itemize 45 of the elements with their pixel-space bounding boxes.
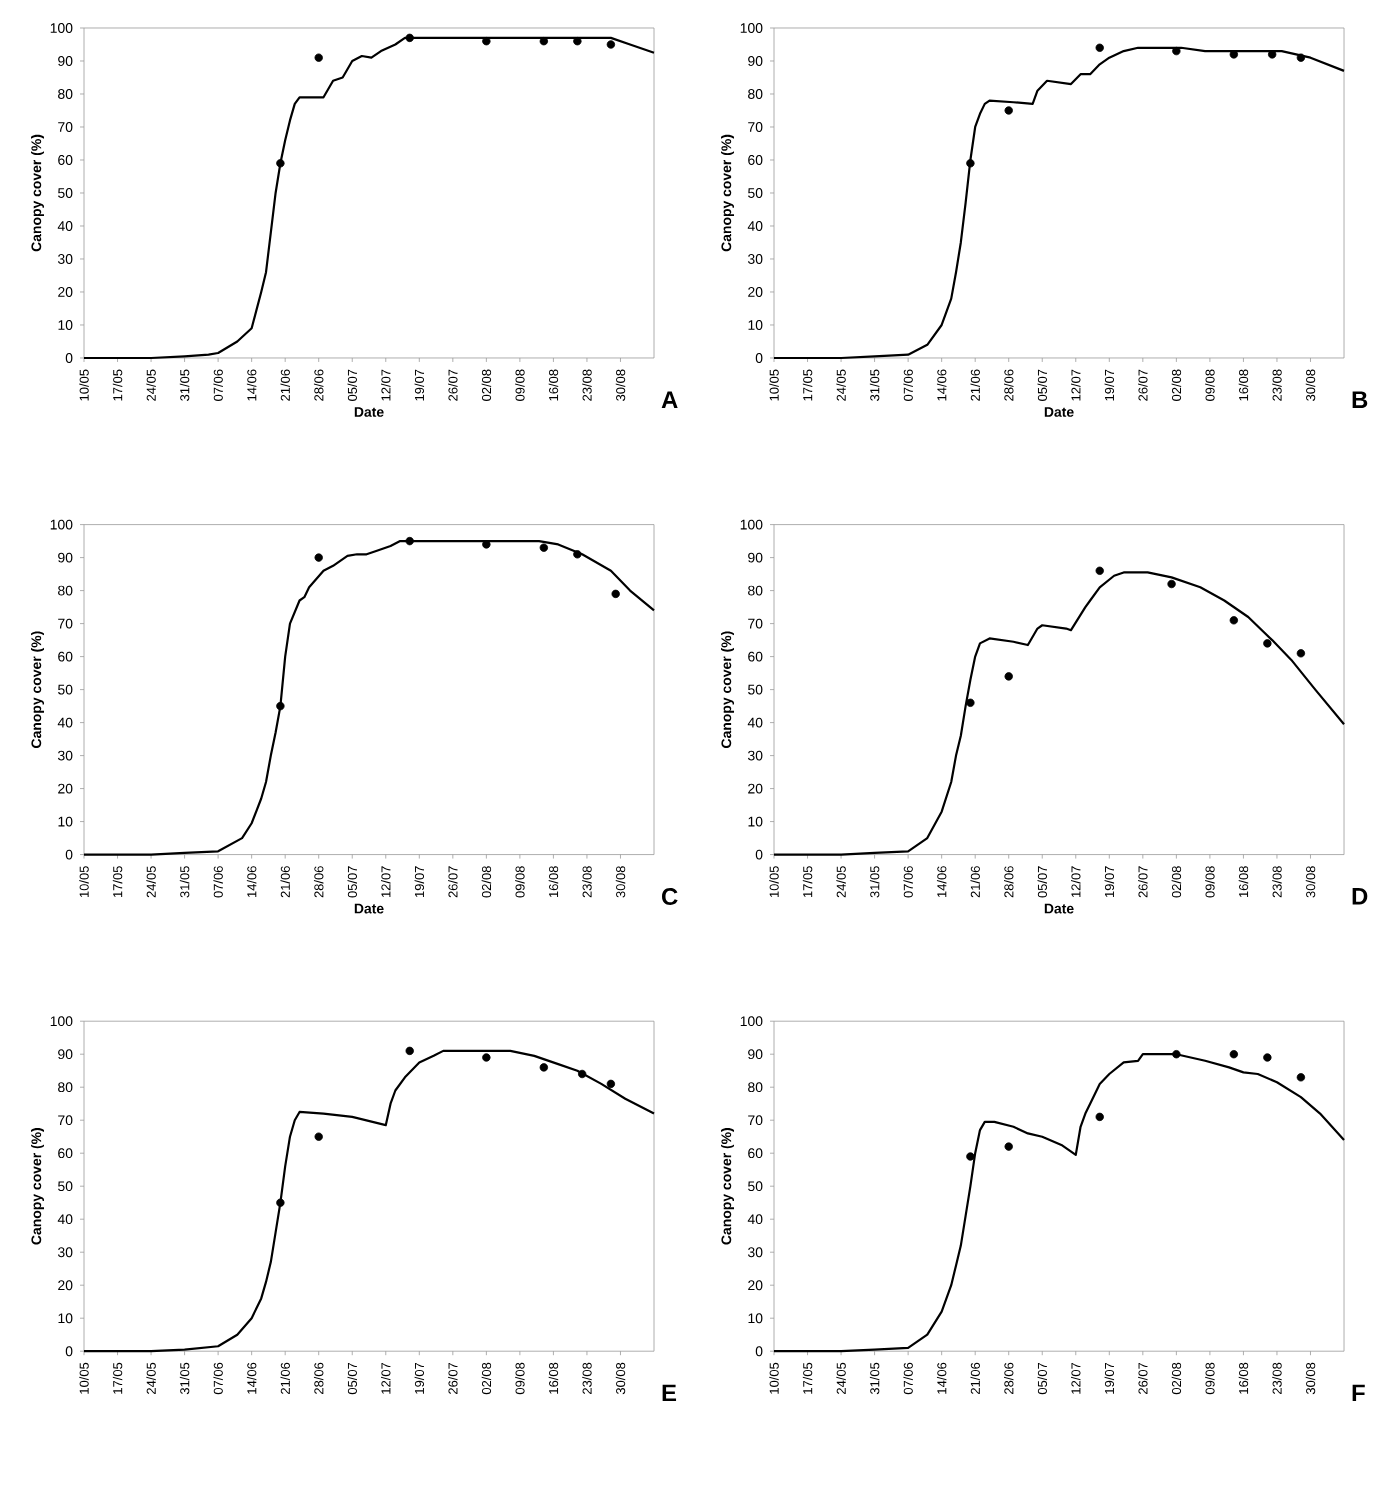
point xyxy=(314,1132,323,1141)
point xyxy=(1004,672,1013,681)
point xyxy=(539,37,549,46)
point xyxy=(1095,566,1104,575)
point xyxy=(573,550,582,559)
point xyxy=(606,1079,616,1089)
text: D xyxy=(1352,888,1368,905)
point xyxy=(1004,106,1013,115)
point xyxy=(1167,579,1176,589)
text: F xyxy=(1352,1384,1365,1402)
text: A xyxy=(661,391,678,408)
point xyxy=(1229,616,1239,625)
point xyxy=(1229,1050,1239,1059)
point xyxy=(1296,1073,1306,1082)
point xyxy=(1172,1050,1181,1059)
point xyxy=(573,37,582,46)
text: E xyxy=(662,1384,677,1402)
point xyxy=(1263,1053,1272,1062)
point xyxy=(482,1053,491,1062)
point xyxy=(1095,1112,1104,1122)
point xyxy=(606,40,616,49)
point xyxy=(611,589,620,599)
point xyxy=(966,698,975,707)
point xyxy=(405,536,414,546)
point xyxy=(314,53,323,62)
point xyxy=(1296,649,1306,658)
point xyxy=(276,701,285,711)
point xyxy=(539,1063,549,1072)
point xyxy=(539,543,549,552)
point xyxy=(1172,46,1181,56)
point xyxy=(276,159,285,168)
point xyxy=(1263,639,1272,648)
point xyxy=(1296,53,1306,62)
point xyxy=(966,1152,975,1161)
point xyxy=(276,1198,285,1207)
point xyxy=(1095,43,1104,52)
point xyxy=(405,33,414,43)
point xyxy=(966,159,975,168)
text: C xyxy=(662,888,678,905)
point xyxy=(482,37,491,46)
point xyxy=(314,553,323,562)
point xyxy=(1004,1142,1013,1151)
text: B xyxy=(1352,391,1368,408)
point xyxy=(405,1046,414,1056)
point xyxy=(577,1069,587,1079)
